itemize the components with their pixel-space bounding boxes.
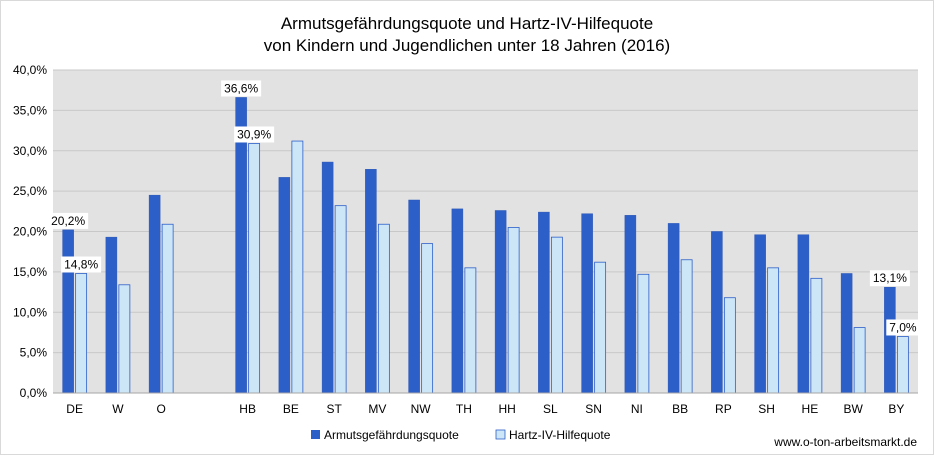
- bar-armutsgefaehrdungsquote-bb: [667, 223, 680, 394]
- y-tick-label: 25,0%: [13, 184, 47, 198]
- y-tick-label: 10,0%: [13, 305, 47, 319]
- bar-armutsgefaehrdungsquote-th: [451, 208, 464, 394]
- bar-hartz-iv-hilfequote-be: [291, 140, 304, 394]
- x-tick-label: HB: [239, 402, 256, 416]
- bar-hartz-iv-hilfequote-mv: [377, 223, 390, 394]
- data-label-box: [221, 80, 262, 97]
- x-tick-label: NW: [411, 402, 432, 416]
- bar-hartz-iv-hilfequote-rp: [723, 297, 736, 394]
- bar-hartz-iv-hilfequote-o: [161, 223, 174, 394]
- x-tick-label: BE: [283, 402, 299, 416]
- bar-armutsgefaehrdungsquote-be: [278, 177, 291, 394]
- bar-armutsgefaehrdungsquote-mv: [365, 169, 377, 394]
- x-tick-label: HH: [498, 402, 515, 416]
- x-tick-label: O: [156, 402, 165, 416]
- x-tick-label: BB: [672, 402, 688, 416]
- bar-armutsgefaehrdungsquote-w: [105, 236, 118, 394]
- data-label: 20,2%: [51, 214, 85, 228]
- bar-armutsgefaehrdungsquote-sh: [754, 234, 766, 394]
- bar-armutsgefaehrdungsquote-de: [62, 229, 74, 394]
- data-label: 30,9%: [237, 127, 271, 141]
- x-tick-label: ST: [326, 402, 342, 416]
- source-text: www.o-ton-arbeitsmarkt.de: [773, 435, 917, 449]
- x-tick-label: SH: [758, 402, 775, 416]
- bar-hartz-iv-hilfequote-by: [896, 336, 909, 394]
- bar-hartz-iv-hilfequote-st: [334, 205, 347, 394]
- bar-armutsgefaehrdungsquote-he: [797, 234, 810, 394]
- y-tick-label: 40,0%: [13, 63, 47, 77]
- y-tick-label: 0,0%: [20, 386, 48, 400]
- x-tick-label: TH: [456, 402, 472, 416]
- x-tick-label: SL: [543, 402, 558, 416]
- x-axis-ticks: DE W O HB BE ST MV NW TH HH SL SN NI BB RP SH HE BW BY: [66, 402, 904, 416]
- data-label-box: [886, 319, 920, 336]
- bar-armutsgefaehrdungsquote-o: [148, 194, 161, 394]
- bar-hartz-iv-hilfequote-bw: [853, 327, 866, 394]
- bar-hartz-iv-hilfequote-nw: [421, 243, 434, 394]
- legend-swatch-hartz-iv-hilfequote: [495, 429, 506, 440]
- y-tick-label: 5,0%: [20, 346, 48, 360]
- y-tick-label: 15,0%: [13, 265, 47, 279]
- bar-armutsgefaehrdungsquote-sl: [538, 211, 550, 394]
- x-tick-label: RP: [715, 402, 732, 416]
- x-tick-label: SN: [585, 402, 602, 416]
- x-tick-label: DE: [66, 402, 83, 416]
- x-tick-label: BY: [888, 402, 904, 416]
- bar-hartz-iv-hilfequote-th: [464, 267, 477, 394]
- x-tick-label: W: [112, 402, 124, 416]
- bar-hartz-iv-hilfequote-sh: [767, 267, 780, 394]
- data-label: 36,6%: [224, 81, 258, 95]
- data-labels: 20,2% 14,8% 36,6% 30,9% 13,1% 7,0%: [48, 80, 920, 336]
- chart-title-line-1: Armutsgefährdungsquote und Hartz-IV-Hilf…: [281, 14, 653, 33]
- bar-armutsgefaehrdungsquote-rp: [711, 231, 723, 394]
- data-label-box: [61, 256, 102, 273]
- bar-armutsgefaehrdungsquote-nw: [408, 199, 420, 394]
- bar-armutsgefaehrdungsquote-bw: [840, 273, 853, 394]
- bar-armutsgefaehrdungsquote-sn: [581, 213, 593, 394]
- legend-label-hartz-iv-hilfequote: Hartz-IV-Hilfequote: [509, 428, 611, 442]
- y-tick-label: 35,0%: [13, 103, 47, 117]
- bar-hartz-iv-hilfequote-hh: [507, 227, 520, 394]
- y-axis-ticks: 0,0% 5,0% 10,0% 15,0% 20,0% 25,0% 30,0% 35,0% 40…: [13, 63, 47, 400]
- bar-armutsgefaehrdungsquote-hh: [494, 210, 507, 394]
- x-tick-label: MV: [368, 402, 386, 416]
- bar-hartz-iv-hilfequote-ni: [637, 273, 650, 394]
- data-label: 14,8%: [64, 257, 98, 271]
- bar-armutsgefaehrdungsquote-ni: [624, 215, 637, 394]
- data-label-box: [48, 212, 89, 229]
- x-tick-label: NI: [631, 402, 643, 416]
- legend-swatch-armutsgefaehrdungsquote: [311, 430, 320, 439]
- bars: [62, 97, 909, 394]
- bar-hartz-iv-hilfequote-sl: [550, 236, 563, 394]
- y-tick-label: 30,0%: [13, 144, 47, 158]
- data-label: 7,0%: [889, 320, 917, 334]
- chart-title-line-2: von Kindern und Jugendlichen unter 18 Ja…: [264, 36, 670, 55]
- x-tick-label: BW: [843, 402, 863, 416]
- bar-hartz-iv-hilfequote-he: [810, 277, 823, 394]
- bar-hartz-iv-hilfequote-de: [75, 273, 88, 394]
- data-label: 13,1%: [873, 271, 907, 285]
- legend-label-armutsgefaehrdungsquote: Armutsgefährdungsquote: [324, 428, 459, 442]
- bar-hartz-iv-hilfequote-sn: [594, 261, 607, 394]
- bar-hartz-iv-hilfequote-w: [118, 284, 131, 394]
- bar-armutsgefaehrdungsquote-st: [321, 161, 334, 394]
- bar-hartz-iv-hilfequote-hb: [248, 143, 261, 394]
- legend: Armutsgefährdungsquote Hartz-IV-Hilfequo…: [311, 428, 611, 442]
- data-label-box: [869, 270, 910, 287]
- data-label-box: [234, 126, 275, 143]
- y-tick-label: 20,0%: [13, 225, 47, 239]
- bar-hartz-iv-hilfequote-bb: [680, 259, 693, 394]
- bar-armutsgefaehrdungsquote-by: [884, 286, 896, 394]
- x-tick-label: HE: [802, 402, 819, 416]
